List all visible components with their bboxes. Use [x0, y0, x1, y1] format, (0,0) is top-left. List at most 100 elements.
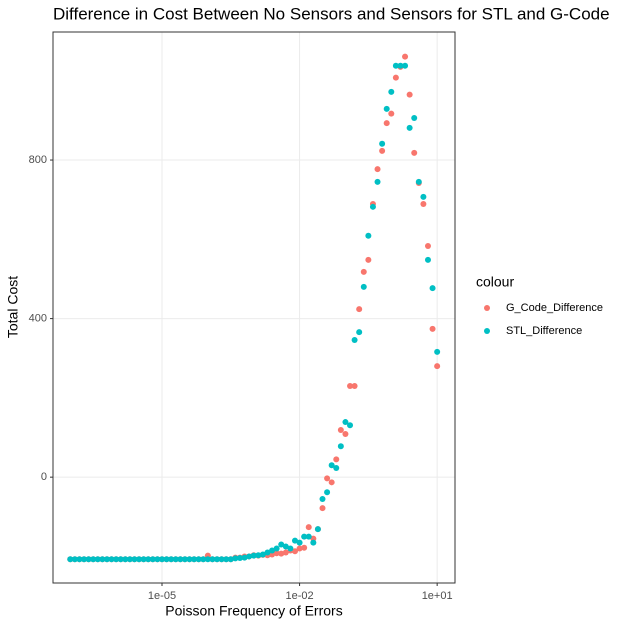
point — [191, 556, 198, 563]
point — [402, 62, 409, 69]
point — [337, 443, 344, 450]
point — [149, 556, 156, 563]
point — [94, 556, 101, 563]
point — [337, 426, 344, 433]
grid — [53, 32, 455, 583]
point — [76, 556, 83, 563]
point — [420, 193, 427, 200]
point — [301, 544, 308, 551]
point — [411, 115, 418, 122]
point — [402, 53, 409, 60]
point — [259, 551, 266, 558]
point — [117, 556, 124, 563]
point — [392, 74, 399, 81]
point — [356, 329, 363, 336]
point — [374, 166, 381, 173]
point — [278, 541, 285, 548]
point — [351, 337, 358, 344]
point — [264, 549, 271, 556]
point — [434, 363, 441, 370]
point — [227, 556, 234, 563]
point — [406, 91, 413, 98]
point — [388, 88, 395, 95]
point — [269, 547, 276, 554]
point — [379, 140, 386, 147]
point — [379, 147, 386, 154]
point — [177, 556, 184, 563]
point — [195, 556, 202, 563]
point — [301, 533, 308, 540]
legend-key — [484, 305, 490, 311]
point — [305, 524, 312, 531]
point — [181, 556, 188, 563]
point — [168, 556, 175, 563]
point — [113, 556, 120, 563]
point — [305, 533, 312, 540]
point — [204, 556, 211, 563]
point — [429, 325, 436, 332]
y-tick-label: 800 — [29, 154, 47, 166]
point — [296, 539, 303, 546]
point — [310, 539, 317, 546]
point — [424, 243, 431, 250]
point — [369, 203, 376, 210]
point — [360, 283, 367, 290]
point — [214, 556, 221, 563]
point — [411, 149, 418, 156]
point — [140, 556, 147, 563]
point — [434, 348, 441, 355]
point — [232, 555, 239, 562]
y-tick-label: 400 — [29, 313, 47, 325]
point — [324, 475, 331, 482]
point — [383, 120, 390, 127]
point — [71, 556, 78, 563]
chart-title: Difference in Cost Between No Sensors an… — [53, 4, 610, 23]
point — [241, 554, 248, 561]
point — [250, 552, 257, 559]
point — [287, 545, 294, 552]
point — [333, 456, 340, 463]
point — [429, 285, 436, 292]
point — [291, 548, 298, 555]
point — [122, 556, 129, 563]
point — [351, 382, 358, 389]
point — [360, 268, 367, 275]
point — [223, 556, 230, 563]
point — [392, 62, 399, 69]
point — [420, 201, 427, 208]
point — [126, 556, 133, 563]
point — [136, 556, 143, 563]
point — [415, 178, 422, 185]
point — [81, 556, 88, 563]
x-tick-label: 1e-05 — [148, 590, 176, 602]
point — [218, 556, 225, 563]
point — [273, 545, 280, 552]
point — [342, 419, 349, 426]
legend-label: STL_Difference — [506, 325, 582, 337]
point — [282, 543, 289, 550]
point — [90, 556, 97, 563]
point — [347, 422, 354, 429]
point — [163, 556, 170, 563]
point — [397, 62, 404, 69]
point — [342, 430, 349, 437]
point — [324, 489, 331, 496]
point — [186, 556, 193, 563]
point — [85, 556, 92, 563]
panel-border — [52, 31, 456, 584]
point — [172, 556, 179, 563]
point — [278, 550, 285, 557]
legend-label: G_Code_Difference — [506, 302, 603, 314]
legend-key — [484, 328, 490, 334]
point — [158, 556, 165, 563]
point — [108, 556, 115, 563]
x-tick-label: 1e-02 — [286, 590, 314, 602]
legend-title: colour — [476, 274, 514, 290]
point — [103, 556, 110, 563]
point — [319, 505, 326, 512]
point — [347, 382, 354, 389]
point — [388, 110, 395, 117]
point — [154, 556, 161, 563]
